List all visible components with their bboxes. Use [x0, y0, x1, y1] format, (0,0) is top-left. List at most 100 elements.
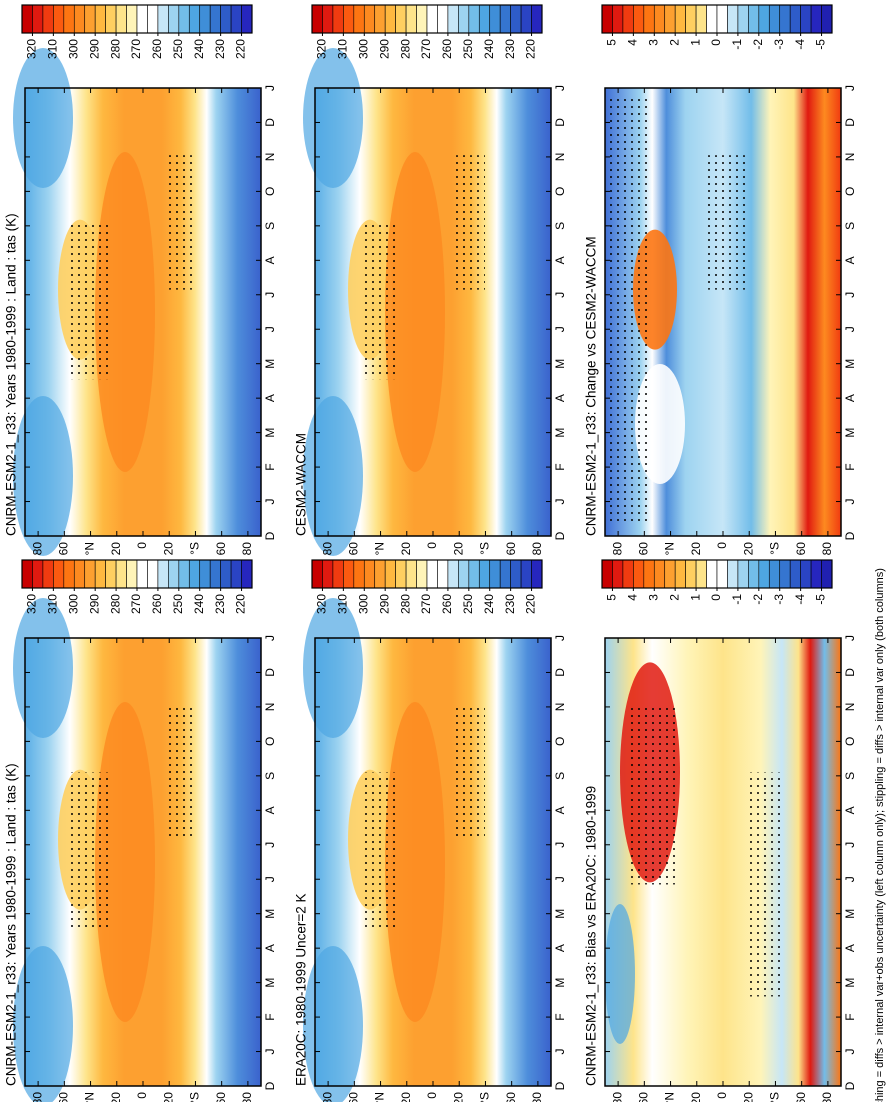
- colorbar-box: [727, 4, 739, 34]
- month-label: J: [843, 1049, 857, 1055]
- colorbar-box: [32, 4, 44, 34]
- lat-tick-label: 80: [240, 542, 254, 556]
- colorbar-box: [426, 559, 438, 589]
- month-label: O: [263, 187, 277, 196]
- panel-title: CNRM-ESM2-1_r33: Bias vs ERA20C: 1980-19…: [584, 786, 599, 1086]
- lat-tick-label: °N: [373, 542, 387, 555]
- colorbar-box: [374, 559, 386, 589]
- colorbar-label: 2: [667, 39, 681, 46]
- colorbar-box: [147, 559, 159, 589]
- colorbar-box: [63, 559, 75, 589]
- month-label: M: [843, 978, 857, 988]
- colorbar-box: [168, 4, 180, 34]
- month-label: J: [843, 876, 857, 882]
- colorbar-box: [489, 559, 501, 589]
- colorbar-box: [633, 559, 645, 589]
- panel: CNRM-ESM2-1_r33: Change vs CESM2-WACCM 80…: [584, 4, 857, 556]
- colorbar-box: [622, 4, 634, 34]
- colorbar-label: -3: [772, 594, 786, 605]
- month-label: O: [843, 737, 857, 746]
- colorbar-box: [653, 4, 666, 34]
- colorbar-label: 5: [605, 39, 619, 46]
- colorbar-box: [685, 4, 697, 34]
- colorbar-label: 240: [482, 594, 496, 614]
- month-label: A: [263, 944, 277, 952]
- colorbar-box: [157, 559, 169, 589]
- month-label: F: [263, 463, 277, 470]
- stipple: [360, 772, 400, 930]
- colorbar-label: -4: [793, 594, 807, 605]
- colorbar-box: [510, 4, 522, 34]
- lat-tick-label: °N: [663, 542, 677, 555]
- colorbar-box: [405, 559, 417, 589]
- colorbar-box: [458, 559, 470, 589]
- month-label: J: [553, 85, 567, 91]
- field-blob: [303, 396, 363, 556]
- month-label: J: [263, 842, 277, 848]
- lat-tick-label: 60: [637, 542, 651, 556]
- colorbar-box: [779, 4, 791, 34]
- colorbar-box: [706, 559, 718, 589]
- colorbar-box: [157, 4, 169, 34]
- colorbar-box: [209, 559, 221, 589]
- lat-tick-label: 60: [504, 1092, 518, 1102]
- month-label: D: [263, 531, 277, 540]
- month-label: A: [843, 944, 857, 952]
- colorbar-label: 290: [87, 39, 101, 59]
- month-label: F: [843, 1013, 857, 1020]
- month-label: M: [553, 428, 567, 438]
- colorbar-box: [821, 559, 833, 589]
- month-label: S: [553, 222, 567, 230]
- lat-tick-label: °S: [768, 542, 782, 555]
- colorbar-box: [322, 559, 334, 589]
- colorbar-box: [147, 4, 159, 34]
- colorbar-box: [643, 559, 655, 589]
- colorbar-box: [800, 4, 812, 34]
- colorbar-label: 290: [377, 594, 391, 614]
- colorbar-box: [230, 4, 242, 34]
- lat-tick-label: 0: [425, 1092, 439, 1099]
- lat-tick-label: 20: [109, 1092, 123, 1102]
- field-blob: [303, 946, 363, 1102]
- colorbar-box: [468, 559, 480, 589]
- colorbar-box: [115, 4, 127, 34]
- month-label: M: [843, 428, 857, 438]
- colorbar-box: [241, 4, 253, 34]
- colorbar-box: [395, 4, 407, 34]
- colorbar-label: 270: [419, 594, 433, 614]
- lat-tick-label: 80: [530, 1092, 544, 1102]
- stipple: [165, 155, 195, 290]
- colorbar-box: [42, 559, 54, 589]
- colorbar-label: 300: [356, 594, 370, 614]
- lat-tick-label: °N: [663, 1092, 677, 1102]
- colorbar-box: [199, 4, 211, 34]
- month-label: J: [263, 1049, 277, 1055]
- colorbar-box: [353, 4, 365, 34]
- month-label: S: [553, 772, 567, 780]
- month-label: J: [843, 85, 857, 91]
- lat-tick-label: 20: [399, 1092, 413, 1102]
- lat-tick-label: 20: [689, 542, 703, 556]
- colorbar-box: [633, 4, 645, 34]
- colorbar-label: 260: [150, 594, 164, 614]
- lat-tick-label: 0: [715, 542, 729, 549]
- month-label: S: [843, 772, 857, 780]
- colorbar-box: [230, 559, 242, 589]
- panel: CESM2-WACCM 80 60 °N 20 0 20 °S 60 80 D J F M A M J J A S O N…: [294, 4, 567, 556]
- month-label: J: [553, 292, 567, 298]
- colorbar-box: [126, 559, 138, 589]
- colorbar-box: [437, 4, 449, 34]
- panel: CNRM-ESM2-1_r33: Years 1980-1999 : Land …: [4, 4, 277, 556]
- colorbar-box: [612, 4, 624, 34]
- colorbar-label: 300: [66, 39, 80, 59]
- lat-tick-label: 0: [715, 1092, 729, 1099]
- field-blob: [303, 48, 363, 188]
- colorbar-label: 320: [315, 39, 329, 59]
- panel-title: CNRM-ESM2-1_r33: Change vs CESM2-WACCM: [584, 236, 599, 536]
- colorbar-label: 250: [461, 594, 475, 614]
- colorbar-box: [220, 4, 232, 34]
- panel: CNRM-ESM2-1_r33: Years 1980-1999 : Land …: [4, 559, 277, 1102]
- colorbar-box: [63, 4, 75, 34]
- month-label: M: [843, 359, 857, 369]
- colorbar-label: 240: [482, 39, 496, 59]
